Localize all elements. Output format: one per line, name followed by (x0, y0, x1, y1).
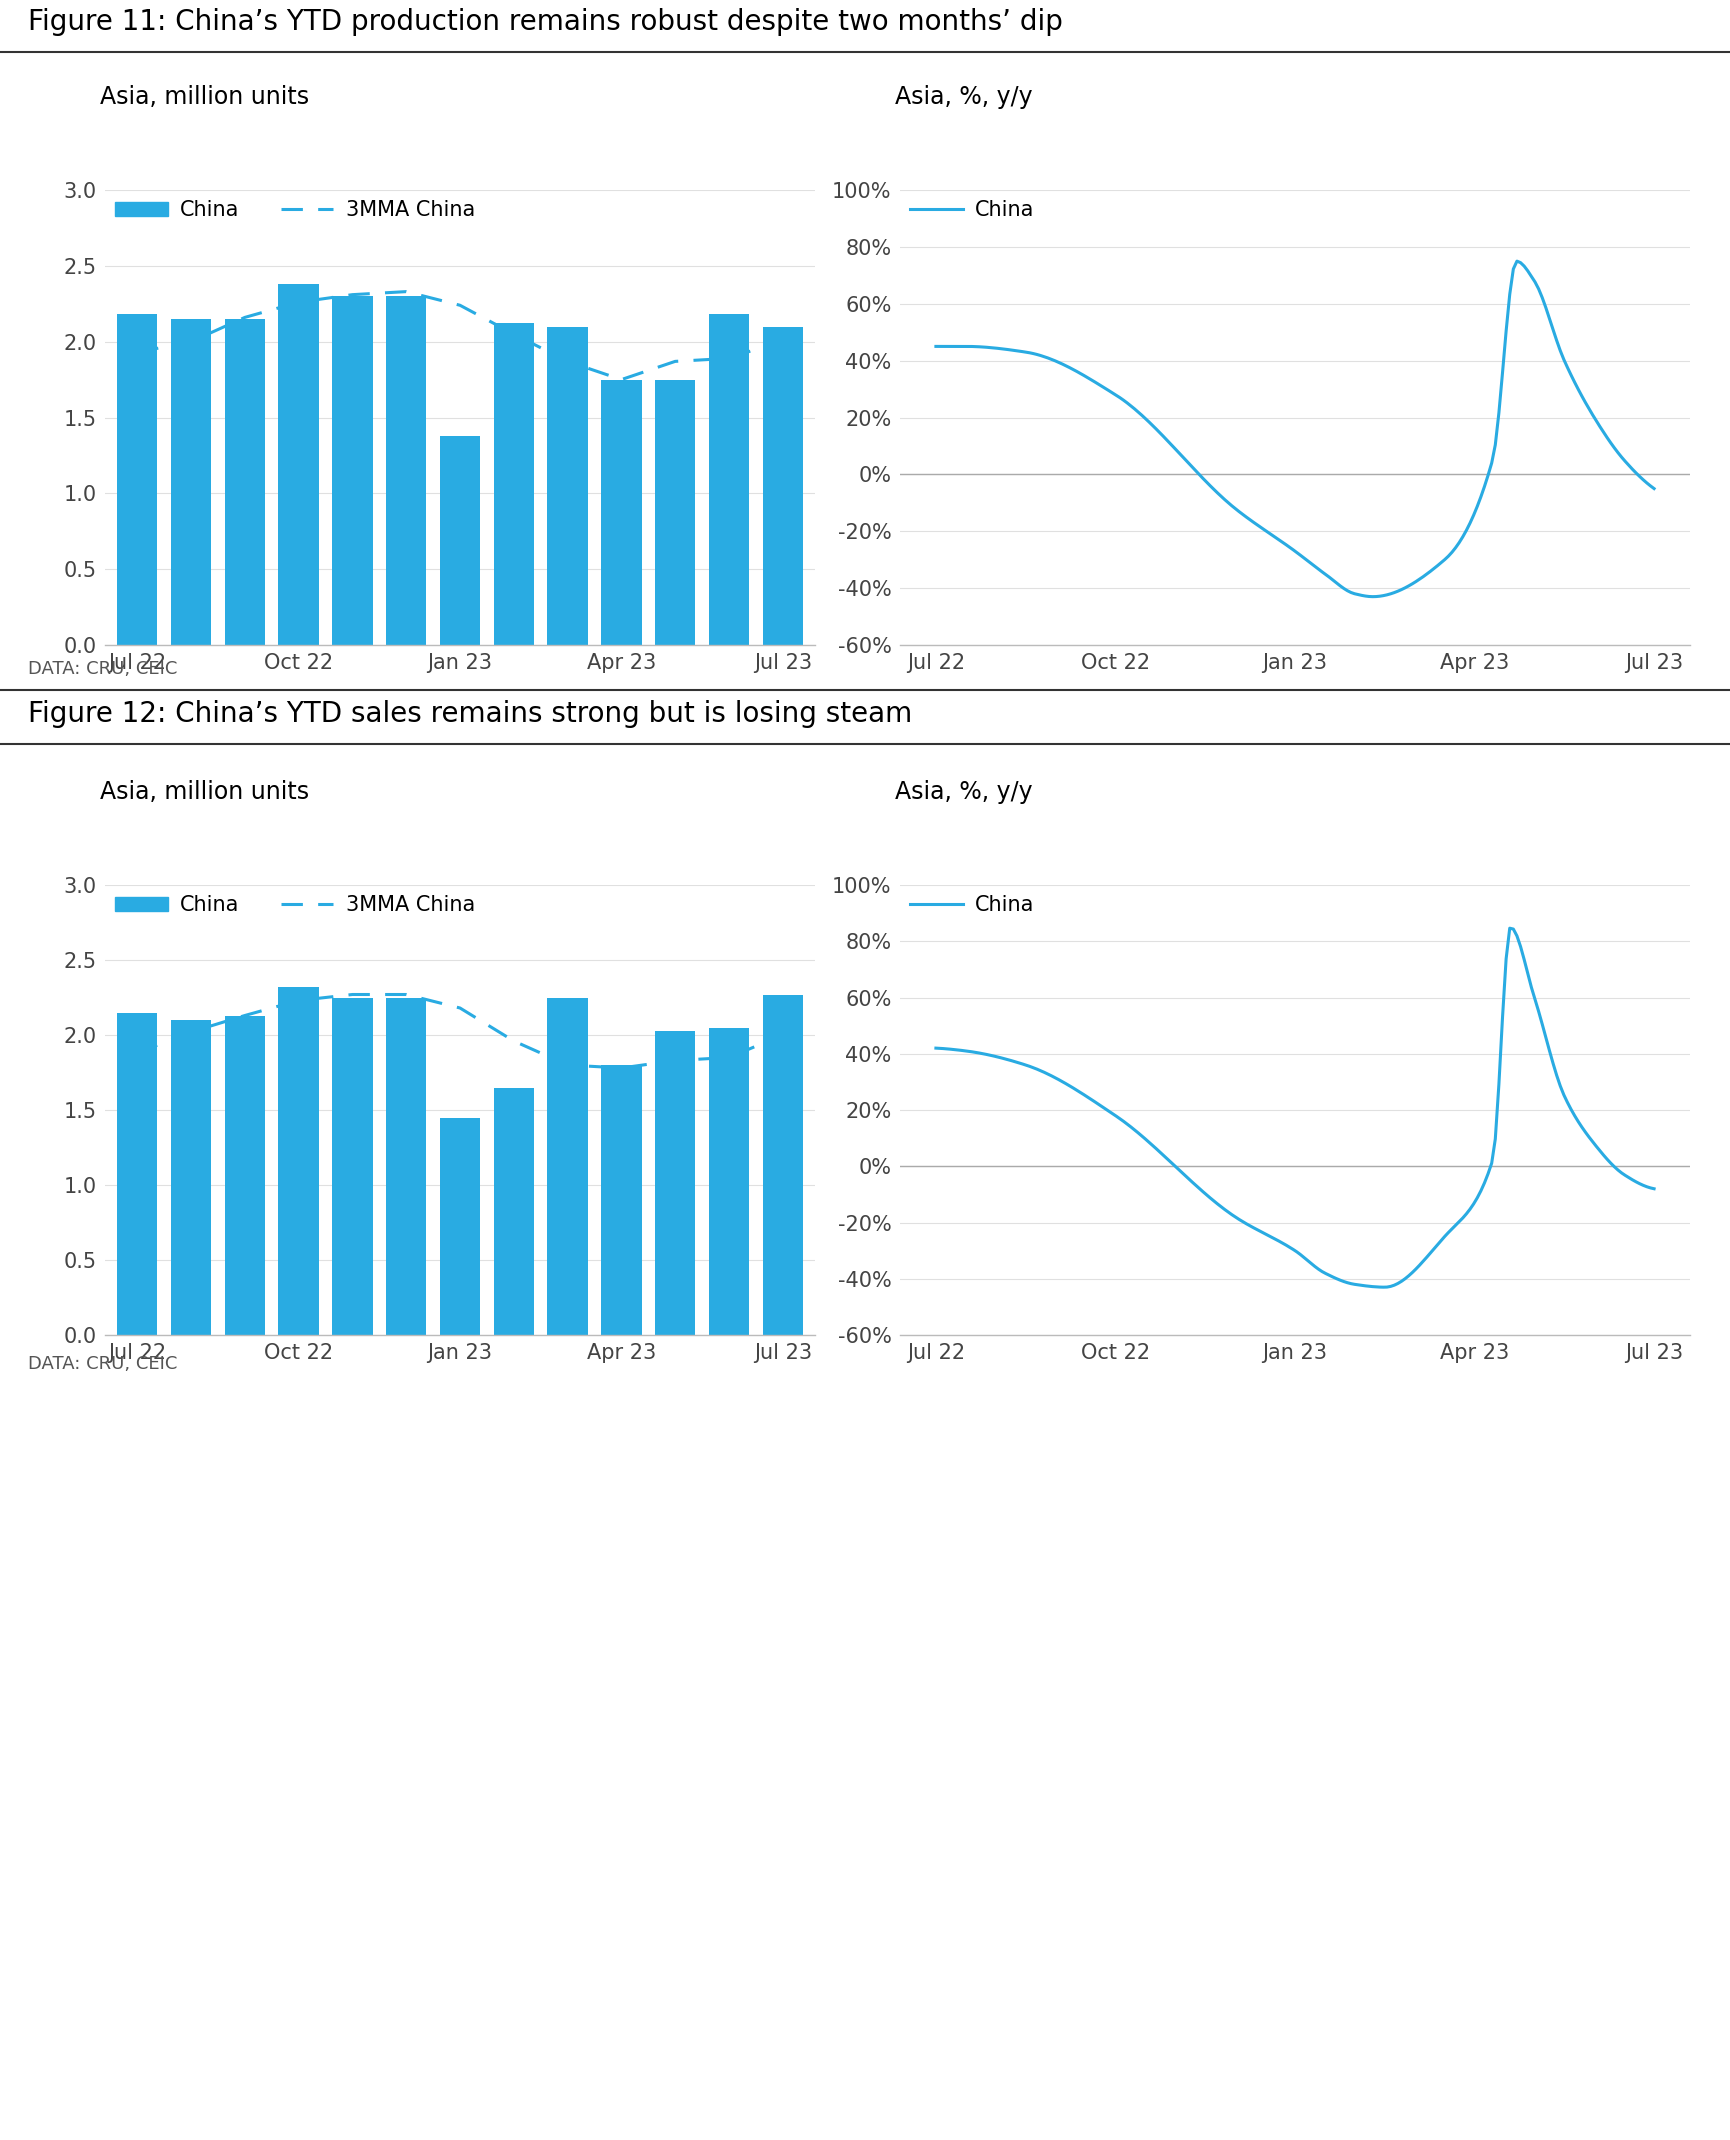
Bar (225, 1016, 265, 1335)
Bar (171, 1021, 211, 1335)
Bar (225, 319, 265, 644)
Bar (439, 1117, 479, 1335)
Bar (600, 1066, 642, 1335)
Text: Figure 11: China’s YTD production remains robust despite two months’ dip: Figure 11: China’s YTD production remain… (28, 9, 1062, 36)
Text: Asia, %, y/y: Asia, %, y/y (894, 86, 1033, 109)
Bar (708, 1027, 749, 1335)
Bar (279, 987, 318, 1335)
Text: Asia, %, y/y: Asia, %, y/y (894, 779, 1033, 805)
Bar (763, 327, 803, 644)
Bar (547, 327, 588, 644)
Text: Asia, million units: Asia, million units (100, 86, 310, 109)
Bar (118, 315, 157, 644)
Legend: China: China (910, 201, 1035, 220)
Bar (493, 1087, 533, 1335)
Bar (493, 323, 533, 644)
Bar (332, 295, 372, 644)
Bar (386, 295, 426, 644)
Text: Asia, million units: Asia, million units (100, 779, 310, 805)
Legend: China, 3MMA China: China, 3MMA China (116, 201, 474, 220)
Bar (171, 319, 211, 644)
Bar (547, 997, 588, 1335)
Bar (654, 379, 695, 644)
Bar (654, 1031, 695, 1335)
Text: DATA: CRU, CEIC: DATA: CRU, CEIC (28, 1355, 176, 1374)
Legend: China: China (910, 895, 1035, 916)
Legend: China, 3MMA China: China, 3MMA China (116, 895, 474, 916)
Bar (332, 997, 372, 1335)
Bar (708, 315, 749, 644)
Bar (600, 379, 642, 644)
Text: DATA: CRU, CEIC: DATA: CRU, CEIC (28, 659, 176, 678)
Bar (279, 285, 318, 644)
Text: Figure 12: China’s YTD sales remains strong but is losing steam: Figure 12: China’s YTD sales remains str… (28, 700, 912, 728)
Bar (763, 995, 803, 1335)
Bar (386, 997, 426, 1335)
Bar (439, 437, 479, 644)
Bar (118, 1012, 157, 1335)
